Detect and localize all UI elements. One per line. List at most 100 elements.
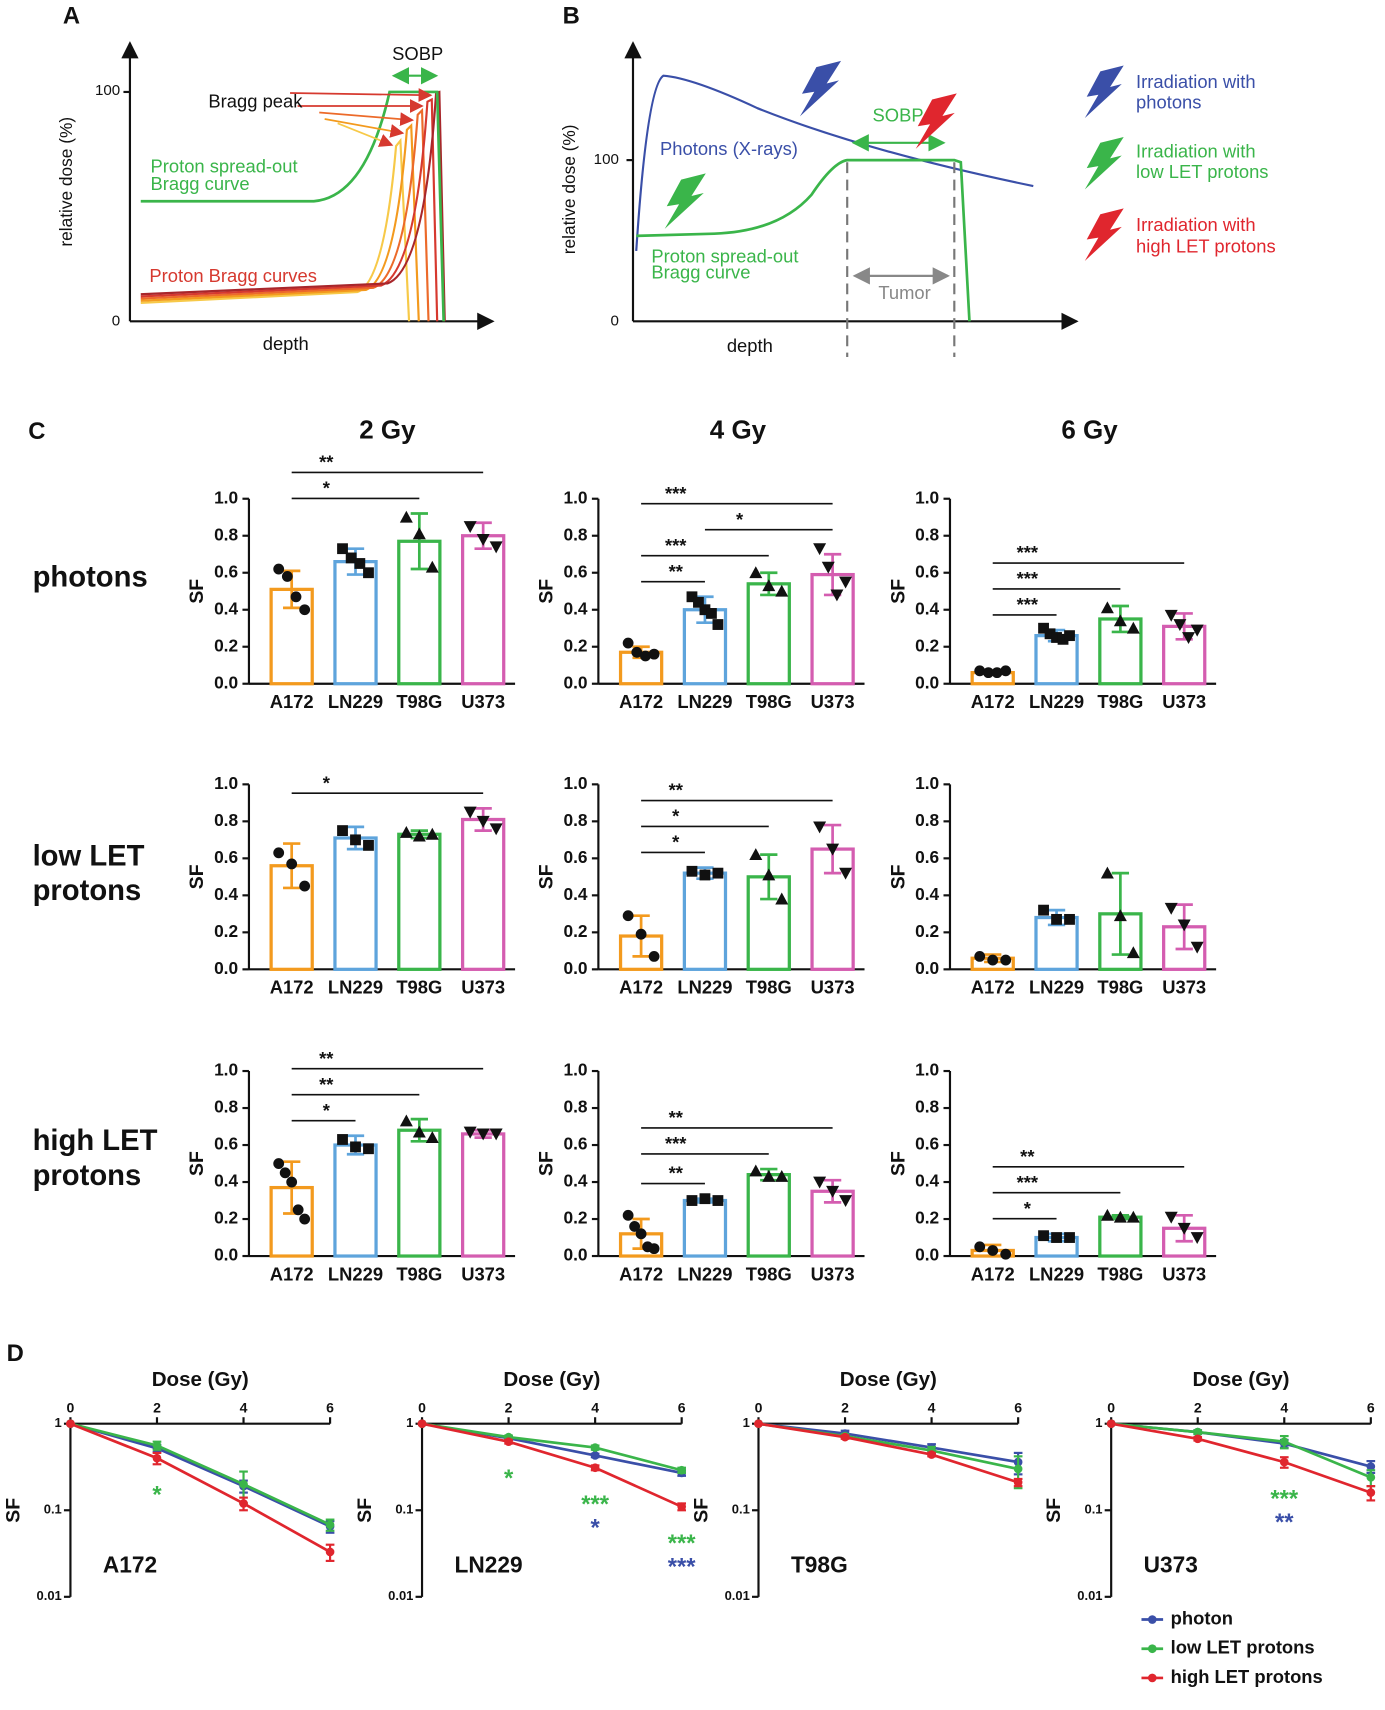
label: SOBP [873,105,924,126]
data-point [749,1164,763,1177]
x-tick-label: T98G [396,977,442,998]
y-tick-label: 0.4 [214,884,238,904]
label: Bragg peak [208,91,303,112]
data-point [290,591,302,603]
bar [746,1173,791,1258]
x-axis-label: depth [263,333,309,354]
y-tick-label: 1.0 [915,773,939,793]
y-axis-label: SF [186,864,208,889]
sig-label: *** [1017,1172,1039,1193]
y-axis-label: SF [887,579,909,604]
y-tick-label: 0.4 [564,598,588,618]
data-point [590,1443,600,1452]
sig-label: * [672,832,680,853]
series-line [421,1422,683,1508]
bolt-icon [799,60,842,117]
data-point [830,589,844,602]
x-tick-label: LN229 [677,977,732,998]
data-point [1190,941,1204,954]
sig-label: ** [669,1163,684,1184]
data-point [1126,946,1140,959]
panel-letter: A [63,3,80,30]
data-point [1190,624,1204,637]
data-point [706,608,717,619]
annotation: * [152,1481,162,1508]
y-tick-label: 0.6 [564,561,588,581]
legend-label: low LET protons [1171,1637,1315,1658]
y-tick-label: 0.6 [214,561,238,581]
label: Bragg curve [150,173,249,194]
tick-label: 100 [594,151,619,168]
data-point [648,1243,660,1255]
data-point [292,1204,304,1216]
y-axis-label: SF [690,1498,712,1523]
y-tick-label: 0.8 [214,524,238,544]
data-point [826,843,840,856]
data-point [775,1169,789,1182]
data-point [399,1114,413,1127]
bar [333,1143,378,1258]
arrow [337,122,394,147]
data-point [1190,1232,1204,1245]
data-point [1000,665,1012,677]
legend-swatch [1147,1644,1157,1654]
y-tick-label: 0.2 [915,635,939,655]
annotation: ** [1275,1509,1294,1536]
y-tick-label: 1.0 [564,773,588,793]
data-point [1113,1210,1127,1223]
y-tick-label: 0.4 [915,598,939,618]
x-tick-label: T98G [1097,1263,1143,1284]
data-point [813,821,827,834]
bar [1034,915,1079,971]
data-point [463,806,477,819]
annotation: *** [668,1554,697,1581]
x-axis-label: Dose (Gy) [503,1368,600,1391]
y-tick-label: 0.1 [1084,1502,1102,1517]
x-tick-label: A172 [971,691,1015,712]
y-axis-label: SF [2,1498,24,1523]
data-point [152,1453,162,1463]
x-tick-label: LN229 [677,691,732,712]
data-point [1064,913,1075,925]
data-point [712,619,724,630]
panel-letter: D [7,1340,24,1367]
x-tick-label: LN229 [1029,977,1084,998]
x-tick-label: 2 [841,1399,849,1415]
sig-label: ** [319,452,334,473]
row-title: low LET [33,841,145,873]
data-point [1013,1478,1023,1487]
data-point [839,576,853,589]
data-point [648,950,660,962]
y-tick-label: 0.6 [214,847,238,867]
y-tick-label: 0.6 [915,561,939,581]
y-axis-label: SF [536,864,558,889]
x-tick-label: LN229 [1029,1263,1084,1284]
y-tick-label: 0.2 [564,635,588,655]
y-tick-label: 0.01 [1077,1588,1102,1603]
bar [1098,1215,1143,1258]
data-point [504,1437,513,1447]
y-tick-label: 0.0 [915,672,939,692]
data-point [299,604,311,616]
bar [682,871,728,971]
y-tick-label: 0.8 [214,810,238,830]
x-tick-label: T98G [396,691,442,712]
data-point [699,1193,711,1205]
data-point [273,563,285,575]
bolt-icon [1084,208,1124,261]
data-point [286,858,298,870]
y-axis-label: SF [354,1498,376,1523]
bar [460,817,506,971]
legend-swatch [1147,1673,1157,1683]
x-tick-label: T98G [746,691,792,712]
y-tick-label: 0.2 [915,1208,939,1228]
data-point [974,665,986,677]
x-tick-label: U373 [811,977,855,998]
arrow [319,111,415,127]
data-point [425,1131,439,1144]
y-tick-label: 0.2 [214,1208,238,1228]
x-tick-label: U373 [811,1263,855,1284]
data-point [337,825,348,837]
x-tick-label: 6 [326,1399,334,1415]
tick-label: 0 [611,312,619,329]
